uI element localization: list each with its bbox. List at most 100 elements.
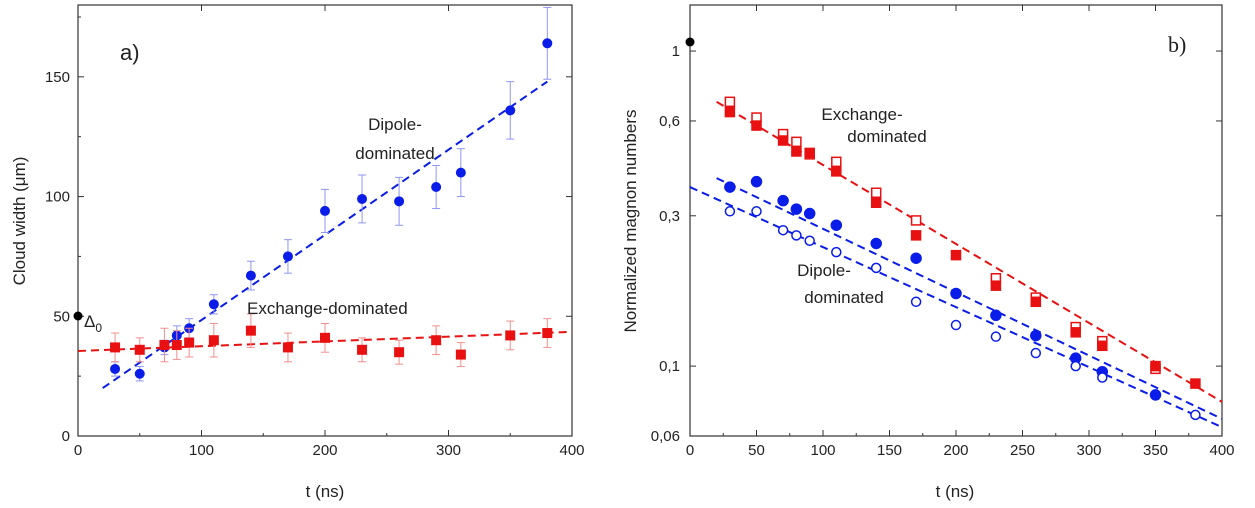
panel-b-circle-point	[990, 331, 1002, 342]
panel-b-circle-point	[870, 262, 882, 274]
panel-b-fit-lines	[689, 100, 1223, 429]
panel-b-circle-point	[990, 309, 1002, 322]
exchange-annotation: Exchange-dominated	[247, 299, 408, 318]
panel-b-ytick-label: 0,1	[659, 358, 680, 375]
panel-b-circle-point	[831, 246, 842, 258]
unity-marker	[685, 37, 695, 47]
panel-b-square-point	[804, 147, 815, 159]
panel-a-ylabel: Cloud width (μm)	[10, 157, 29, 286]
panel-b-circle-point	[950, 287, 962, 300]
panel-a-exchange-point	[431, 335, 442, 346]
panel-a-exchange-point	[282, 342, 293, 353]
panel-b-circle-point	[1149, 389, 1162, 401]
panel-a-dipole-point	[282, 251, 293, 262]
panel-b-xlabel: t (ns)	[936, 482, 975, 501]
panel-b-circle-point	[1070, 360, 1081, 372]
decorative-mark	[0, 496, 30, 508]
panel-b-xtick-label: 300	[1076, 442, 1101, 459]
panel-b-fit-line	[689, 186, 1223, 429]
dipole-annotation-b-line1: Dipole-	[797, 261, 851, 280]
panel-b-label: b)	[1168, 32, 1186, 57]
panel-b-plot-frame	[689, 4, 1223, 437]
exchange-annotation-b-line1: Exchange-	[821, 105, 902, 124]
panel-a-dipole-point	[110, 363, 121, 374]
panel-a-exchange-point	[357, 344, 368, 355]
panel-b-ytick-label: 0,06	[651, 428, 680, 445]
panel-b-square-point	[910, 215, 922, 226]
panel-b-square-point	[910, 230, 922, 241]
dipole-annotation-line2: dominated	[355, 144, 434, 163]
panel-a-label: a)	[120, 40, 140, 65]
panel-a-dipole-point	[505, 105, 516, 116]
delta0-marker	[73, 311, 83, 321]
panel-a-exchange-point	[394, 347, 405, 358]
panel-b-square-point	[791, 136, 802, 148]
panel-b-chart: 0 50 100 150 200 250 300 350 400 0,06 0,1 0,3 0,6 1 b…	[621, 4, 1235, 501]
panel-b-square-point	[751, 120, 762, 131]
panel-b-xtick-label: 400	[1209, 442, 1234, 459]
panel-b-circle-point	[790, 203, 803, 215]
panel-a-xtick-label: 0	[74, 442, 82, 459]
panel-a-dipole-point	[357, 193, 368, 204]
panel-a-ytick-label: 0	[62, 428, 70, 445]
panel-b-square-point	[1070, 327, 1081, 338]
panel-a-exchange-point	[245, 325, 256, 336]
panel-a-exchange-point	[320, 332, 330, 343]
panel-a-chart: 0 100 200 300 400 0 50 100 150 a) Cloud width (μ…	[10, 4, 585, 501]
panel-b-xtick-label: 0	[686, 442, 694, 459]
exchange-annotation-b-line2: dominated	[847, 127, 926, 146]
panel-b-circle-point	[910, 296, 922, 308]
panel-b-square-point	[831, 156, 842, 168]
panel-b-xtick-label: 250	[1010, 442, 1035, 459]
panel-a-dipole-point	[245, 270, 256, 281]
panel-b-circle-point	[777, 194, 789, 207]
panel-a-dipole-point	[455, 167, 466, 178]
dipole-annotation-b-line2: dominated	[804, 288, 883, 307]
panel-a-exchange-point	[171, 340, 182, 351]
panel-a-xlabel: t (ns)	[306, 482, 345, 501]
panel-b-square-point	[1150, 360, 1161, 372]
panel-a-exchange-point	[208, 335, 219, 346]
delta0-label: Δ0	[84, 312, 102, 335]
panel-b-data-points	[724, 96, 1201, 421]
panel-a-dipole-point	[208, 299, 219, 310]
panel-b-square-point	[777, 135, 789, 146]
panel-b-square-point	[870, 197, 882, 208]
panel-a-dipole-point	[431, 181, 442, 192]
panel-b-circle-point	[803, 207, 816, 220]
panel-b-circle-point	[950, 319, 962, 331]
panel-a-exchange-point	[159, 340, 170, 351]
panel-a-exchange-point	[184, 337, 195, 348]
panel-b-xtick-label: 200	[943, 442, 968, 459]
panel-b-ytick-label: 0,3	[659, 208, 680, 225]
panel-b-ytick-label: 0,6	[659, 113, 680, 130]
panel-b-circle-point	[1030, 329, 1042, 342]
panel-b-circle-point	[750, 175, 763, 188]
panel-a-exchange-point	[505, 330, 516, 341]
dipole-annotation-line1: Dipole-	[368, 115, 422, 134]
panel-b-circle-point	[804, 235, 815, 246]
panel-b-fit-line	[716, 177, 1223, 420]
panel-a-xtick-label: 400	[559, 442, 584, 459]
panel-a-ticks: 0 100 200 300 400 0 50 100 150	[45, 5, 585, 459]
panel-a-dipole-point	[134, 368, 145, 379]
panel-b-xtick-label: 150	[877, 442, 902, 459]
panel-b-circle-point	[777, 224, 789, 236]
panel-b-circle-point	[1030, 347, 1042, 359]
panel-b-square-point	[831, 166, 842, 177]
panel-b-square-point	[870, 187, 882, 198]
panel-b-square-point	[1190, 378, 1201, 389]
panel-b-circle-point	[791, 230, 802, 241]
panel-b-circle-point	[751, 206, 762, 217]
panel-a-exchange-point	[134, 344, 145, 355]
panel-a-exchange-point	[542, 328, 553, 339]
panel-a-ytick-label: 100	[45, 189, 70, 206]
panel-b-circle-point	[830, 219, 843, 231]
panel-a-dipole-point	[320, 205, 330, 216]
panel-a-xtick-label: 200	[312, 442, 337, 459]
panel-a-xtick-label: 300	[436, 442, 461, 459]
panel-b-ticks: 0 50 100 150 200 250 300 350 400 0,06 0,1 0,3 0,6 1	[651, 5, 1235, 459]
panel-b-circle-point	[1190, 409, 1201, 421]
panel-b-square-point	[990, 280, 1002, 291]
panel-a-dipole-point	[394, 196, 405, 207]
